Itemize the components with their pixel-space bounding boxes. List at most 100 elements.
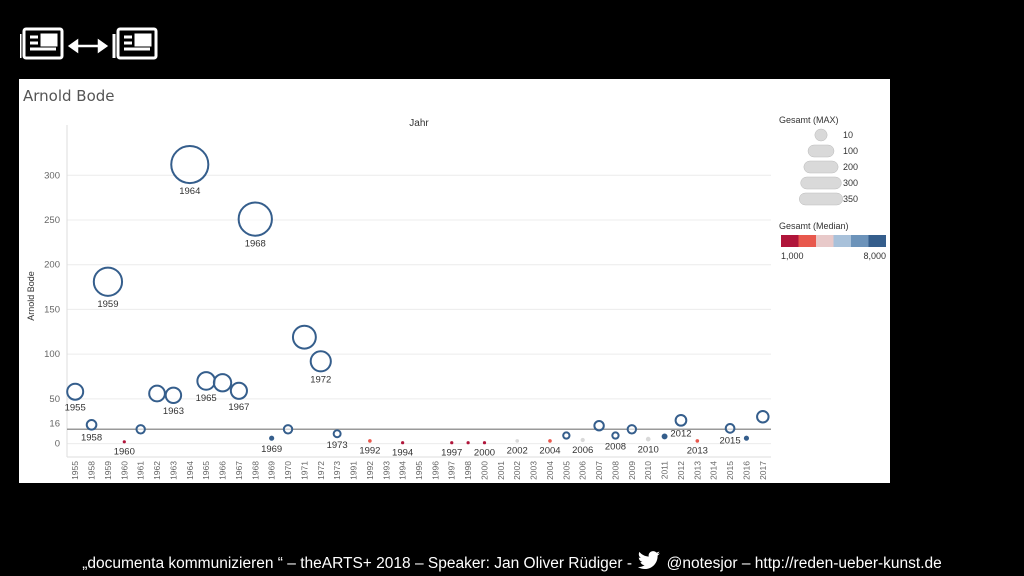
x-tick-label: 1964 xyxy=(185,461,195,480)
data-label: 1992 xyxy=(359,446,380,457)
data-point xyxy=(401,441,405,445)
size-legend-label: 200 xyxy=(843,162,858,172)
data-point xyxy=(674,413,688,427)
x-tick-label: 1968 xyxy=(250,461,260,480)
x-tick-label: 1993 xyxy=(381,461,391,480)
data-point xyxy=(85,418,98,431)
data-point xyxy=(66,382,85,401)
data-point xyxy=(724,423,736,434)
data-label: 2010 xyxy=(638,444,659,455)
data-label: 2004 xyxy=(539,446,560,457)
y-tick-label: 200 xyxy=(44,260,60,271)
data-label: 1968 xyxy=(245,239,266,250)
reference-line-label: 16 xyxy=(49,418,60,429)
footer-text-part1: „documenta kommunizieren “ – theARTS+ 20… xyxy=(82,555,633,572)
data-point xyxy=(368,439,372,443)
data-point xyxy=(593,419,605,432)
data-point xyxy=(291,324,317,350)
size-legend-swatch xyxy=(799,192,843,206)
data-label: 1973 xyxy=(327,440,348,451)
x-tick-label: 2015 xyxy=(725,461,735,480)
size-legend-label: 10 xyxy=(843,130,853,140)
color-legend-swatch xyxy=(851,235,869,247)
data-point xyxy=(229,381,248,400)
data-label: 1969 xyxy=(261,444,282,455)
data-point xyxy=(196,371,216,391)
x-tick-label: 2009 xyxy=(627,461,637,480)
x-tick-label: 2003 xyxy=(529,461,539,480)
data-point xyxy=(170,144,210,185)
size-legend-title: Gesamt (MAX) xyxy=(779,115,839,125)
data-point xyxy=(515,439,520,443)
data-point xyxy=(332,429,342,439)
data-point xyxy=(626,424,638,435)
y-tick-label: 0 xyxy=(55,439,60,450)
double-arrow-icon xyxy=(67,38,109,54)
data-label: 1955 xyxy=(65,403,86,414)
data-point xyxy=(580,437,585,443)
newspaper-icon xyxy=(112,27,158,60)
twitter-bird-icon[interactable] xyxy=(636,551,662,571)
size-legend-label: 100 xyxy=(843,146,858,156)
size-legend-label: 300 xyxy=(843,178,858,188)
data-label: 1994 xyxy=(392,447,413,458)
size-legend-swatch xyxy=(814,128,828,142)
newspaper-arrow-newspaper-icon-group xyxy=(20,27,158,60)
color-legend-min-label: 1,000 xyxy=(781,251,804,261)
y-axis-title: Arnold Bode xyxy=(26,271,36,321)
x-tick-label: 1995 xyxy=(414,461,424,480)
data-point xyxy=(450,441,454,445)
data-label: 2002 xyxy=(507,446,528,457)
newspaper-icon xyxy=(20,27,64,60)
data-point xyxy=(466,441,470,445)
x-tick-label: 2011 xyxy=(660,461,670,480)
data-label: 1963 xyxy=(163,406,184,417)
data-label: 2012 xyxy=(670,429,691,440)
data-point xyxy=(148,384,166,403)
x-tick-label: 2002 xyxy=(512,461,522,480)
x-tick-label: 2012 xyxy=(676,461,686,480)
x-tick-label: 2013 xyxy=(692,461,702,480)
data-label: 2008 xyxy=(605,442,626,453)
x-tick-label: 1972 xyxy=(316,461,326,480)
data-label: 2006 xyxy=(572,445,593,456)
y-tick-label: 150 xyxy=(44,304,60,315)
data-point xyxy=(237,201,273,237)
data-label: 1964 xyxy=(179,186,200,197)
data-point xyxy=(269,435,275,441)
data-point xyxy=(164,386,183,404)
data-label: 1972 xyxy=(310,374,331,385)
data-label: 2015 xyxy=(719,436,740,447)
data-label: 1965 xyxy=(196,393,217,404)
data-point xyxy=(661,433,668,440)
x-tick-label: 1991 xyxy=(349,461,359,480)
x-tick-label: 2016 xyxy=(741,461,751,480)
data-point xyxy=(309,350,332,373)
data-label: 2000 xyxy=(474,447,495,458)
size-legend-swatch xyxy=(803,160,839,174)
x-tick-label: 2001 xyxy=(496,461,506,480)
x-tick-label: 1965 xyxy=(201,461,211,480)
x-tick-label: 1973 xyxy=(332,461,342,480)
x-tick-label: 2004 xyxy=(545,461,555,480)
chart-title: Arnold Bode xyxy=(23,87,115,105)
data-point xyxy=(743,435,750,441)
x-tick-label: 1967 xyxy=(234,461,244,480)
y-tick-label: 250 xyxy=(44,215,60,226)
data-point xyxy=(695,439,700,443)
y-tick-label: 50 xyxy=(49,394,60,405)
data-label: 1967 xyxy=(228,402,249,413)
x-tick-label: 2010 xyxy=(643,461,653,480)
color-legend-max-label: 8,000 xyxy=(863,251,886,261)
data-label: 2013 xyxy=(687,446,708,457)
x-tick-label: 2017 xyxy=(758,461,768,480)
size-legend-swatch xyxy=(807,144,835,158)
data-point xyxy=(212,373,233,393)
data-point xyxy=(548,439,552,443)
data-label: 1960 xyxy=(114,446,135,457)
x-tick-label: 1996 xyxy=(430,461,440,480)
x-tick-label: 1992 xyxy=(365,461,375,480)
data-point xyxy=(122,440,126,444)
data-point xyxy=(611,431,620,440)
x-tick-label: 2014 xyxy=(709,461,719,480)
